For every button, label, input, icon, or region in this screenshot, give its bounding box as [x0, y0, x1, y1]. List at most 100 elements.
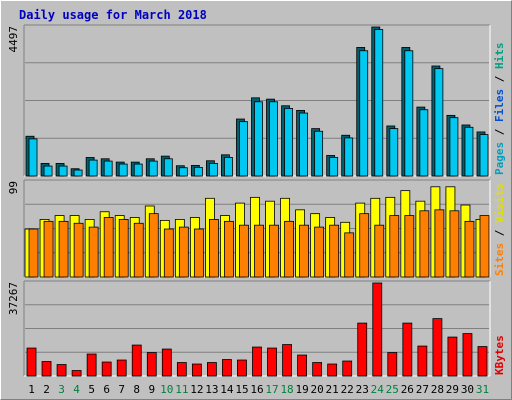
bar-sites-day-19	[299, 224, 309, 278]
bar-sites-day-1	[28, 228, 39, 278]
x-tick-label-day-2: 2	[43, 383, 50, 396]
bar-kbytes-day-15	[237, 359, 247, 377]
bar-files-day-18	[284, 108, 293, 177]
x-tick-label-day-6: 6	[103, 383, 110, 396]
bar-files-day-31	[479, 134, 489, 177]
x-tick-label-day-24: 24	[371, 383, 385, 396]
bar-files-day-5	[88, 159, 98, 177]
legend-files: Files	[493, 89, 506, 122]
bar-kbytes-day-7	[116, 359, 127, 377]
bar-sites-day-28	[434, 209, 445, 278]
bar-sites-day-22	[344, 232, 355, 278]
legend-separator: /	[493, 69, 506, 89]
bar-sites-day-24	[374, 224, 385, 278]
y-max-label: 37267	[7, 282, 20, 315]
x-tick-label-day-5: 5	[88, 383, 95, 396]
bar-files-day-16	[254, 101, 263, 177]
bar-kbytes-day-5	[86, 353, 97, 377]
bar-files-day-4	[73, 169, 83, 177]
x-tick-label-day-14: 14	[220, 383, 234, 396]
bar-files-day-13	[209, 163, 218, 177]
chart-title: Daily usage for March 2018	[19, 8, 207, 22]
bar-files-day-9	[148, 160, 158, 177]
bar-kbytes-day-3	[56, 364, 67, 377]
bar-kbytes-day-13	[207, 362, 217, 377]
bar-sites-day-14	[224, 220, 234, 278]
bar-sites-day-23	[359, 213, 370, 278]
bar-sites-day-8	[133, 222, 144, 278]
bar-sites-day-10	[163, 228, 174, 278]
bar-sites-day-26	[404, 215, 415, 278]
bar-files-day-14	[224, 157, 233, 177]
bar-files-day-30	[464, 126, 474, 177]
bar-files-day-6	[103, 160, 113, 177]
bar-kbytes-day-10	[161, 348, 172, 377]
bar-files-day-26	[404, 50, 414, 177]
legend-separator: /	[493, 223, 506, 243]
bar-kbytes-day-6	[101, 361, 112, 377]
x-tick-label-day-31: 31	[476, 383, 489, 396]
bar-kbytes-day-25	[387, 352, 398, 377]
bar-sites-day-6	[103, 217, 114, 278]
x-tick-label-day-20: 20	[311, 383, 324, 396]
bar-files-day-2	[43, 165, 53, 177]
panel-hits-files-pages: 4497 Pages / Files / Hits	[7, 24, 506, 177]
bar-kbytes-day-16	[252, 346, 262, 377]
x-tick-label-day-28: 28	[431, 383, 444, 396]
bar-files-day-8	[133, 163, 143, 177]
legend-visits: Visits	[493, 183, 506, 223]
bar-files-day-12	[193, 166, 203, 177]
x-tick-label-day-25: 25	[386, 383, 399, 396]
bar-sites-day-21	[329, 224, 340, 278]
x-tick-label-day-11: 11	[175, 383, 188, 396]
bar-sites-day-30	[464, 220, 475, 278]
bar-kbytes-day-30	[462, 333, 473, 377]
bar-kbytes-day-19	[297, 354, 307, 377]
bar-files-day-1	[28, 138, 38, 177]
bar-files-day-24	[374, 29, 384, 177]
bar-files-day-7	[118, 163, 128, 177]
bar-kbytes-day-29	[447, 336, 458, 377]
x-tick-label-day-13: 13	[205, 383, 218, 396]
legend: KBytes	[493, 335, 506, 375]
legend: Pages / Files / Hits	[493, 43, 506, 176]
bar-sites-day-27	[419, 210, 430, 278]
bar-files-day-19	[299, 112, 308, 177]
bar-sites-day-7	[118, 219, 129, 278]
bar-files-day-15	[239, 121, 248, 177]
bar-files-day-17	[269, 101, 278, 177]
bar-kbytes-day-1	[26, 347, 37, 377]
legend: Sites / Visits	[493, 183, 506, 276]
bar-kbytes-day-11	[176, 362, 187, 377]
x-tick-label-day-17: 17	[265, 383, 278, 396]
bar-files-day-25	[389, 128, 399, 177]
bar-files-day-27	[419, 109, 429, 177]
bar-kbytes-day-20	[312, 362, 323, 377]
bar-sites-day-9	[148, 213, 159, 278]
bar-sites-day-12	[193, 228, 204, 278]
y-max-label: 99	[7, 181, 20, 194]
x-tick-label-day-16: 16	[250, 383, 263, 396]
x-tick-label-day-19: 19	[295, 383, 308, 396]
x-tick-label-day-27: 27	[416, 383, 429, 396]
bar-kbytes-day-28	[432, 318, 443, 377]
bar-kbytes-day-8	[131, 344, 142, 377]
bar-kbytes-day-22	[342, 360, 353, 377]
bar-files-day-21	[329, 157, 339, 177]
bar-files-day-28	[434, 68, 444, 177]
bar-sites-day-25	[389, 215, 400, 278]
bar-sites-day-11	[178, 226, 189, 278]
bar-kbytes-day-14	[222, 359, 232, 377]
bar-kbytes-day-18	[282, 344, 292, 377]
x-tick-label-day-12: 12	[190, 383, 203, 396]
x-tick-label-day-9: 9	[148, 383, 155, 396]
x-tick-label-day-15: 15	[235, 383, 248, 396]
bar-sites-day-5	[88, 226, 99, 278]
x-tick-label-day-23: 23	[356, 383, 369, 396]
bar-sites-day-3	[58, 220, 69, 278]
bar-sites-day-16	[254, 224, 264, 278]
bar-files-day-23	[359, 50, 369, 177]
x-tick-label-day-4: 4	[73, 383, 80, 396]
bar-kbytes-day-9	[146, 352, 157, 377]
